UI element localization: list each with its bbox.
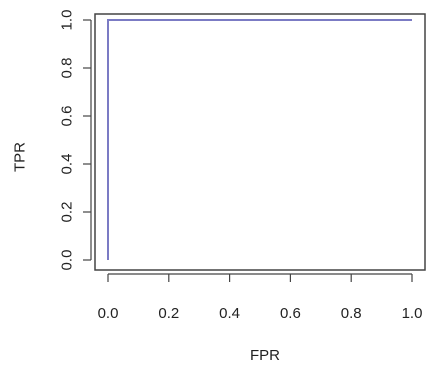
roc-curve-line [107,19,412,260]
x-tick-label: 0.4 [219,305,240,322]
x-axis: 0.0 0.2 0.4 0.6 0.8 1.0 [98,273,423,322]
x-tick-label: 0.6 [280,305,301,322]
plot-frame [94,13,426,271]
series-layer [107,19,412,260]
y-tick-label: 0.0 [59,250,76,271]
y-tick-label: 0.8 [59,58,76,79]
y-tick-label: 1.0 [59,10,76,31]
y-tick-label: 0.2 [59,202,76,223]
y-tick-label: 0.4 [59,154,76,175]
x-tick-label: 0.0 [98,305,119,322]
x-tick-label: 1.0 [402,305,423,322]
x-tick-label: 0.8 [341,305,362,322]
y-tick-label: 0.6 [59,106,76,127]
x-axis-title: FPR [250,347,280,364]
y-axis-title: TPR [12,142,29,172]
y-axis: 0.0 0.2 0.4 0.6 0.8 1.0 [59,10,92,271]
x-tick-label: 0.2 [158,305,179,322]
